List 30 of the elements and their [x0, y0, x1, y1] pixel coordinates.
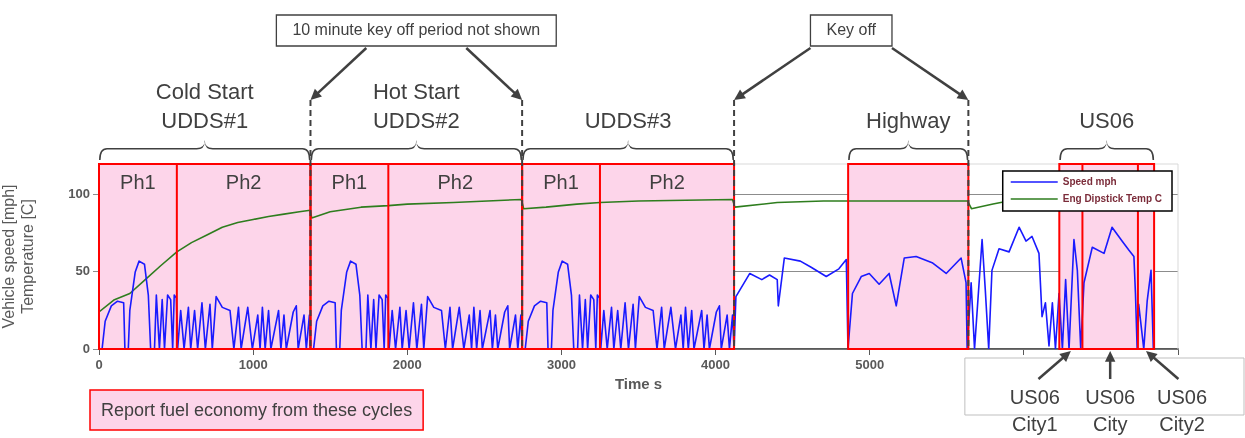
annotation: Ph1: [331, 170, 368, 193]
y-tick-label: 0: [82, 340, 90, 356]
band-label: Highway: [866, 108, 951, 133]
text: 10 minute key off period not shown: [292, 21, 541, 39]
y-axis-title: Vehicle speed [mph] Temperature [C]: [0, 184, 37, 329]
x-tick-label: 2000: [392, 357, 422, 373]
text: Key off: [826, 21, 877, 39]
annotation: Ph2: [225, 170, 262, 193]
x-tick-label: 1000: [238, 357, 268, 373]
text: US06 City1: [1009, 386, 1060, 435]
text: Report fuel economy from these cycles: [101, 399, 413, 420]
band-label: US06: [1079, 108, 1135, 133]
text: US06 City: [1085, 386, 1136, 435]
y-tick-label: 50: [75, 263, 90, 279]
band-label: UDDS#3: [584, 108, 672, 133]
annotation: Ph1: [120, 170, 156, 193]
annotation: Ph2: [649, 170, 685, 193]
legend-label: Speed mph: [1062, 175, 1117, 187]
annotation: Ph2: [437, 170, 474, 193]
legend-label: Eng Dipstick Temp C: [1062, 192, 1163, 204]
x-tick-label: 0: [95, 357, 103, 373]
annotation: Ph1: [543, 170, 579, 193]
x-tick-label: 5000: [855, 357, 885, 373]
text: US06 City2: [1157, 386, 1208, 435]
band-label: Hot Start UDDS#2: [372, 79, 460, 133]
x-tick-label: 3000: [546, 357, 576, 373]
band-label: Cold Start UDDS#1: [155, 79, 254, 133]
x-tick-label: 4000: [701, 357, 731, 373]
x-axis-title: Time s: [614, 375, 663, 393]
y-tick-label: 100: [68, 186, 90, 202]
